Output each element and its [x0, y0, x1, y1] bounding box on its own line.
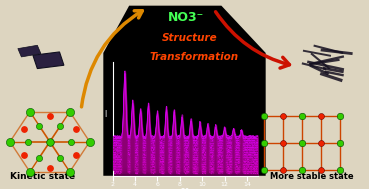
Point: [318, 141, 324, 144]
Point: [299, 114, 305, 117]
Point: [318, 168, 324, 171]
Text: Transformation: Transformation: [149, 52, 238, 62]
Y-axis label: I: I: [104, 110, 107, 119]
Polygon shape: [18, 45, 41, 57]
Point: [318, 114, 324, 117]
Point: [47, 114, 53, 117]
Point: [67, 110, 73, 113]
Point: [280, 168, 286, 171]
Point: [280, 114, 286, 117]
Text: Kinetic state: Kinetic state: [10, 172, 75, 181]
Point: [21, 127, 27, 130]
Point: [299, 141, 305, 144]
Point: [21, 153, 27, 156]
FancyArrowPatch shape: [82, 11, 142, 107]
Text: Structure: Structure: [162, 33, 218, 43]
Point: [261, 114, 267, 117]
Text: More stable state: More stable state: [270, 172, 354, 181]
Point: [36, 156, 42, 159]
Text: NO3⁻: NO3⁻: [168, 11, 204, 23]
Point: [337, 168, 343, 171]
Point: [280, 141, 286, 144]
Point: [73, 127, 79, 130]
Point: [58, 156, 63, 159]
Point: [25, 140, 31, 143]
Point: [47, 140, 53, 143]
X-axis label: 2θ: 2θ: [181, 188, 190, 189]
Polygon shape: [103, 6, 266, 176]
Point: [67, 170, 73, 173]
Point: [87, 140, 93, 143]
Point: [261, 168, 267, 171]
Point: [58, 124, 63, 127]
Point: [27, 170, 33, 173]
Point: [73, 153, 79, 156]
Point: [47, 166, 53, 169]
Point: [27, 110, 33, 113]
Point: [36, 124, 42, 127]
Point: [299, 168, 305, 171]
Point: [261, 141, 267, 144]
Point: [7, 140, 13, 143]
Point: [337, 141, 343, 144]
Polygon shape: [33, 52, 64, 69]
FancyArrowPatch shape: [215, 12, 289, 68]
Point: [337, 114, 343, 117]
Point: [68, 140, 74, 143]
